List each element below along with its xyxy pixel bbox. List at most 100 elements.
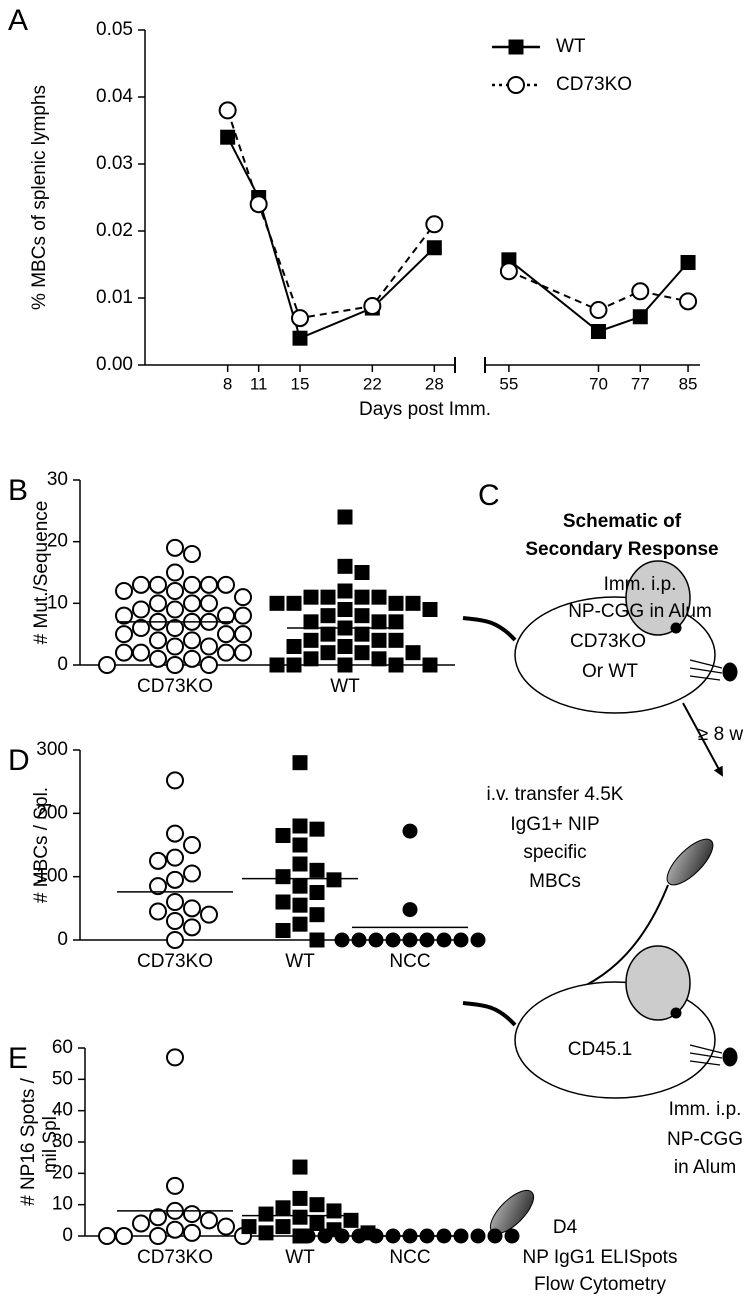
x-tick-label: 15 — [291, 374, 310, 393]
marker — [303, 632, 319, 648]
marker — [402, 823, 418, 839]
panel-label: C — [478, 479, 500, 512]
marker — [149, 851, 167, 870]
marker — [309, 907, 325, 923]
y-tick-label: 10 — [47, 592, 68, 613]
schematic-label: Or WT — [582, 661, 638, 682]
marker — [149, 877, 167, 896]
marker — [309, 932, 325, 948]
y-tick-label: 0.02 — [96, 220, 133, 241]
marker — [166, 893, 184, 911]
marker — [166, 563, 184, 582]
marker — [631, 282, 650, 301]
schematic-label: NP IgG1 ELISpots — [523, 1247, 678, 1268]
mouse-eye — [670, 1007, 682, 1019]
schematic-drawing — [462, 560, 738, 1235]
marker — [385, 932, 401, 948]
marker — [149, 1227, 167, 1245]
marker — [388, 632, 404, 648]
marker — [487, 1228, 503, 1244]
marker — [149, 594, 167, 613]
marker — [292, 330, 308, 346]
mouse-ear — [625, 945, 691, 1021]
whiskers — [689, 1044, 723, 1066]
marker — [679, 292, 698, 311]
marker — [275, 869, 291, 885]
marker — [354, 565, 370, 580]
x-tick-label: CD73KO — [137, 951, 213, 972]
marker — [337, 583, 353, 599]
marker — [166, 582, 184, 600]
marker — [292, 856, 308, 872]
schematic-title: Secondary Response — [525, 539, 718, 560]
x-tick-label: 28 — [425, 374, 444, 393]
marker — [166, 848, 184, 867]
marker — [98, 1227, 116, 1245]
marker — [98, 656, 116, 674]
marker — [149, 1208, 167, 1227]
y-axis-label: # NP16 Spots / — [18, 1077, 39, 1206]
schematic-label: CD73KO — [570, 631, 646, 652]
marker — [249, 195, 268, 214]
y-tick-label: 0.05 — [96, 19, 133, 40]
marker — [234, 588, 252, 607]
marker — [402, 932, 418, 948]
marker — [275, 923, 291, 938]
marker — [200, 1211, 218, 1230]
y-tick-label: 0 — [57, 929, 68, 950]
marker — [320, 608, 336, 624]
schematic-label: in Alum — [674, 1157, 736, 1178]
marker — [234, 625, 252, 644]
marker — [354, 589, 370, 605]
series-line — [226, 110, 436, 320]
marker — [200, 575, 218, 594]
marker — [132, 575, 150, 594]
marker — [115, 625, 133, 644]
marker — [354, 626, 370, 642]
marker — [166, 870, 184, 889]
marker — [166, 771, 184, 790]
marker — [275, 894, 291, 910]
mouse-nose — [722, 1047, 738, 1067]
x-tick-label: 8 — [223, 374, 232, 393]
marker — [166, 619, 184, 637]
marker — [303, 651, 319, 667]
y-tick-label: 50 — [52, 1068, 73, 1089]
marker — [371, 632, 387, 648]
y-tick-label: 300 — [36, 739, 68, 760]
marker — [309, 862, 325, 878]
marker — [291, 309, 309, 328]
marker — [300, 1228, 316, 1244]
marker — [166, 912, 184, 930]
marker — [258, 1225, 274, 1241]
y-tick-label: 200 — [36, 802, 68, 823]
y-tick-label: 0.00 — [96, 354, 133, 375]
marker — [371, 589, 387, 605]
y-tick-label: 0 — [62, 1225, 73, 1246]
marker — [425, 215, 444, 234]
marker — [200, 594, 218, 613]
marker — [422, 602, 438, 617]
marker — [292, 897, 308, 913]
marker — [269, 657, 285, 673]
y-axis-label: % MBCs of splenic lymphs — [29, 85, 50, 310]
schematic-label: specific — [523, 842, 586, 863]
marker — [371, 651, 387, 667]
marker — [337, 558, 353, 574]
schematic-label: NP-CGG — [667, 1129, 743, 1150]
schematic-label: MBCs — [529, 871, 581, 892]
marker — [292, 818, 308, 834]
y-tick-label: 30 — [47, 469, 68, 490]
marker — [217, 1217, 235, 1236]
marker — [368, 932, 384, 948]
marker — [303, 589, 319, 605]
marker — [132, 1214, 150, 1233]
legend-label: CD73KO — [556, 74, 632, 95]
marker — [354, 645, 370, 661]
x-axis-label: Days post Imm. — [359, 399, 491, 420]
schematic-label: NP-CGG in Alum — [568, 601, 712, 622]
marker — [337, 602, 353, 617]
marker — [241, 1219, 257, 1235]
marker — [275, 828, 291, 843]
marker — [422, 657, 438, 673]
